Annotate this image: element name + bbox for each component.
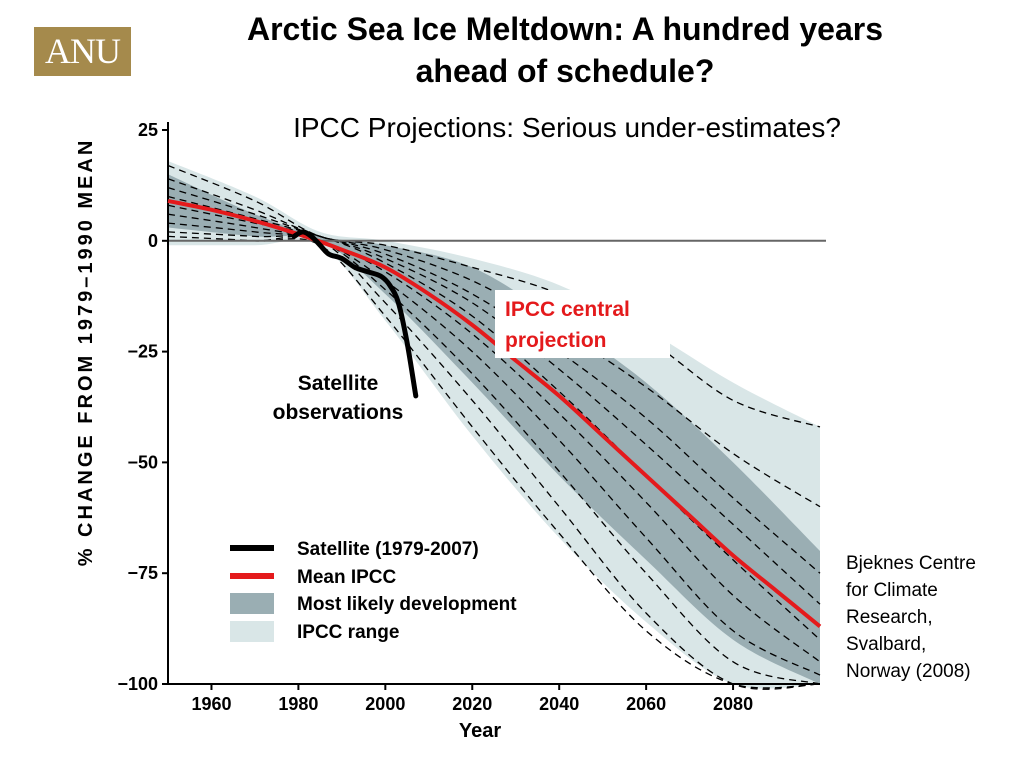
y-tick-label: −25: [127, 342, 158, 362]
credit-line: Research,: [846, 607, 933, 628]
ipcc-annotation-line: projection: [505, 329, 607, 352]
x-tick-label: 2040: [539, 694, 579, 714]
slide-title-line-2: ahead of schedule?: [415, 53, 715, 89]
slide-title-line-1: Arctic Sea Ice Meltdown: A hundred years: [246, 11, 883, 47]
x-tick-label: 1960: [191, 694, 231, 714]
slide-title: Arctic Sea Ice Meltdown: A hundred years…: [160, 8, 970, 92]
y-axis-label: % CHANGE FROM 1979–1990 MEAN: [75, 138, 97, 567]
model-run-line: [167, 213, 821, 663]
source-credit: Bjeknes Centre for Climate Research, Sva…: [846, 550, 1016, 685]
credit-line: Norway (2008): [846, 661, 971, 682]
y-tick-label: 0: [148, 231, 158, 251]
y-tick-label: 25: [138, 120, 158, 140]
model-run-line: [167, 178, 821, 508]
x-tick-label: 2000: [365, 694, 405, 714]
y-tick-label: −75: [127, 563, 158, 583]
chart-subtitle: IPCC Projections: Serious under-estimate…: [293, 112, 841, 143]
y-tick-label: −100: [117, 674, 158, 694]
x-tick-label: 2020: [452, 694, 492, 714]
model-run-line: [167, 186, 821, 574]
legend-label: Satellite (1979-2007): [297, 539, 479, 560]
credit-line: Svalbard,: [846, 634, 927, 655]
most-likely-band: [168, 174, 820, 685]
model-run-line: [167, 164, 821, 428]
credit-line: Bjeknes Centre: [846, 553, 976, 574]
x-tick-label: 1980: [278, 694, 318, 714]
x-axis-label: Year: [459, 720, 501, 742]
model-run-line: [167, 222, 821, 676]
ipcc-annotation-box: [495, 290, 670, 358]
model-run-line: [167, 235, 821, 689]
legend-label: Mean IPCC: [297, 567, 397, 588]
model-run-line: [167, 235, 821, 690]
legend-swatch-patch: [230, 621, 274, 642]
legend-label: Most likely development: [297, 594, 517, 615]
model-run-line: [167, 195, 821, 605]
credit-line: for Climate: [846, 580, 938, 601]
legend-swatch-patch: [230, 593, 274, 614]
legend-label: IPCC range: [297, 622, 399, 643]
x-tick-label: 2060: [626, 694, 666, 714]
x-tick-label: 2080: [713, 694, 753, 714]
ipcc-annotation-line: IPCC central: [505, 298, 630, 321]
satellite-line: [291, 229, 419, 399]
satellite-annotation-line: Satellite: [298, 372, 379, 395]
y-tick-label: −50: [127, 452, 158, 472]
model-run-line: [167, 204, 821, 641]
satellite-annotation-line: observations: [273, 401, 404, 424]
anu-logo: ANU: [34, 27, 131, 76]
mean-ipcc-line: [167, 198, 822, 628]
